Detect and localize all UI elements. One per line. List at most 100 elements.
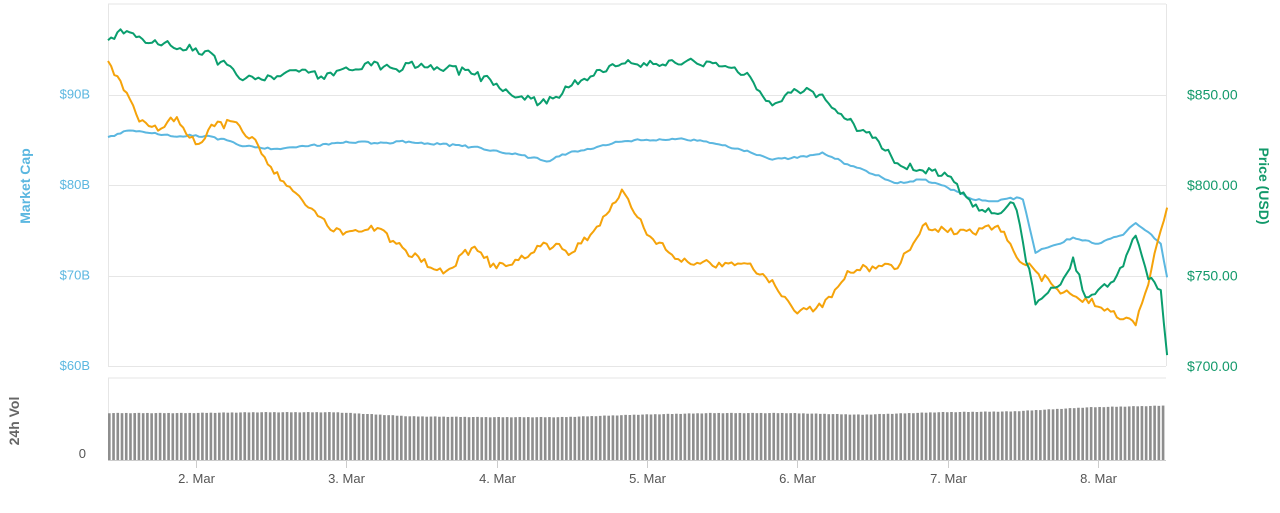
volume-bar bbox=[349, 412, 352, 460]
volume-bar bbox=[984, 411, 987, 460]
volume-bar bbox=[560, 416, 564, 460]
series-lines bbox=[107, 28, 1169, 356]
volume-bar bbox=[1017, 411, 1021, 460]
volume-bar bbox=[624, 414, 627, 460]
volume-bar bbox=[256, 412, 259, 460]
volume-bar bbox=[395, 415, 399, 460]
volume-bar bbox=[311, 412, 314, 460]
volume-bar bbox=[882, 414, 886, 460]
volume-bar bbox=[505, 417, 509, 460]
volume-bar bbox=[226, 412, 230, 460]
volume-bar bbox=[281, 412, 285, 460]
volume-bar bbox=[361, 413, 365, 460]
volume-bar bbox=[510, 417, 513, 460]
volume-bar bbox=[328, 412, 331, 460]
y-right-tick-label: $700.00 bbox=[1187, 358, 1238, 374]
volume-bar bbox=[467, 417, 471, 460]
volume-bar bbox=[332, 412, 335, 460]
volume-bar bbox=[548, 417, 551, 460]
volume-bar bbox=[827, 414, 831, 460]
volume-bar bbox=[1085, 407, 1089, 460]
volume-bar bbox=[1089, 407, 1093, 460]
volume-bar bbox=[899, 413, 903, 460]
volume-bar bbox=[298, 412, 302, 460]
y-axis-left-title: Market Cap bbox=[17, 148, 33, 223]
volume-bar bbox=[1064, 408, 1068, 460]
volume-bars bbox=[108, 405, 1165, 460]
volume-bar bbox=[840, 414, 843, 460]
axes: Market Cap Price (USD) 24h Vol 0 $60B $70… bbox=[6, 87, 1272, 487]
volume-bar bbox=[1034, 410, 1038, 460]
volume-bar bbox=[497, 416, 500, 460]
volume-bar bbox=[268, 412, 272, 460]
volume-bar bbox=[1072, 408, 1076, 460]
volume-bar bbox=[526, 417, 530, 460]
volume-bar bbox=[565, 417, 568, 460]
volume-bar bbox=[814, 413, 818, 460]
volume-bar bbox=[459, 416, 462, 460]
volume-bar bbox=[577, 416, 581, 460]
volume-bar bbox=[306, 412, 310, 460]
volume-tick-label: 0 bbox=[79, 446, 86, 461]
volume-bar bbox=[929, 412, 932, 460]
volume-bar bbox=[950, 411, 953, 460]
volume-bar bbox=[675, 413, 678, 460]
volume-bar bbox=[150, 413, 153, 460]
volume-bar bbox=[873, 414, 877, 460]
volume-bar bbox=[747, 413, 750, 460]
volume-bar bbox=[861, 414, 864, 460]
y-right-tick-label: $750.00 bbox=[1187, 268, 1238, 284]
volume-bar bbox=[412, 416, 416, 460]
volume-bar bbox=[209, 412, 213, 460]
volume-bar bbox=[895, 413, 898, 460]
volume-bar bbox=[251, 412, 255, 460]
volume-bar bbox=[666, 413, 670, 460]
volume-bar bbox=[124, 412, 128, 460]
grid-layer bbox=[108, 3, 1167, 461]
volume-bar bbox=[924, 412, 928, 460]
volume-bar bbox=[594, 416, 598, 460]
volume-bar bbox=[975, 412, 979, 460]
volume-bar bbox=[455, 416, 458, 460]
volume-bar bbox=[146, 412, 149, 460]
volume-bar bbox=[273, 412, 276, 460]
volume-bar bbox=[294, 412, 297, 460]
volume-bar bbox=[277, 412, 280, 460]
volume-bar bbox=[954, 412, 958, 460]
volume-bar bbox=[239, 412, 242, 460]
volume-bar bbox=[383, 415, 386, 460]
volume-bar bbox=[649, 414, 653, 460]
y-axis-right-title: Price (USD) bbox=[1256, 147, 1272, 224]
volume-bar bbox=[620, 415, 623, 460]
volume-bar bbox=[920, 412, 924, 460]
volume-bar bbox=[962, 411, 966, 460]
volume-bar bbox=[637, 414, 640, 460]
volume-bar bbox=[958, 412, 962, 460]
x-tick-label: 5. Mar bbox=[629, 471, 667, 486]
volume-bar bbox=[763, 413, 767, 460]
volume-bar bbox=[218, 412, 221, 460]
volume-bar bbox=[154, 413, 158, 460]
volume-bar bbox=[818, 413, 822, 460]
volume-bar bbox=[683, 413, 687, 460]
volume-bar bbox=[776, 413, 780, 460]
volume-bar bbox=[408, 416, 412, 460]
y-left-tick-label: $80B bbox=[60, 177, 90, 192]
volume-bar bbox=[865, 414, 869, 460]
volume-bar bbox=[1110, 406, 1114, 460]
volume-bar bbox=[289, 412, 293, 460]
y-left-tick-label: $90B bbox=[60, 87, 90, 102]
volume-bar bbox=[539, 416, 543, 460]
volume-bar bbox=[823, 413, 826, 460]
volume-bar bbox=[912, 413, 915, 460]
volume-bar bbox=[416, 416, 420, 460]
volume-bar bbox=[653, 414, 657, 460]
series-line-series3 bbox=[107, 60, 1169, 327]
volume-bar bbox=[378, 414, 382, 460]
volume-bar bbox=[1140, 406, 1144, 460]
volume-bar bbox=[404, 416, 407, 460]
volume-bar bbox=[179, 412, 183, 460]
volume-bar bbox=[476, 416, 479, 460]
x-tick-label: 7. Mar bbox=[930, 471, 968, 486]
